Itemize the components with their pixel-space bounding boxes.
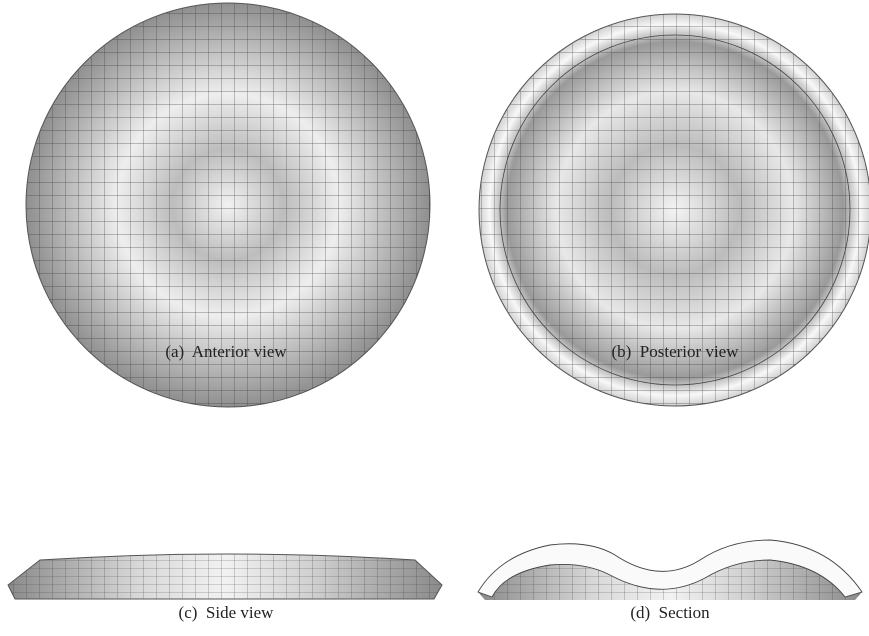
caption: (d) Section [630,603,710,622]
side-view [8,554,442,599]
caption: (c) Side view [179,603,275,622]
section-view [478,540,862,600]
caption: (b) Posterior view [611,342,739,361]
figure: (a) Anterior view (b) Posterior view (c)… [0,0,869,631]
caption: (a) Anterior view [165,342,287,361]
